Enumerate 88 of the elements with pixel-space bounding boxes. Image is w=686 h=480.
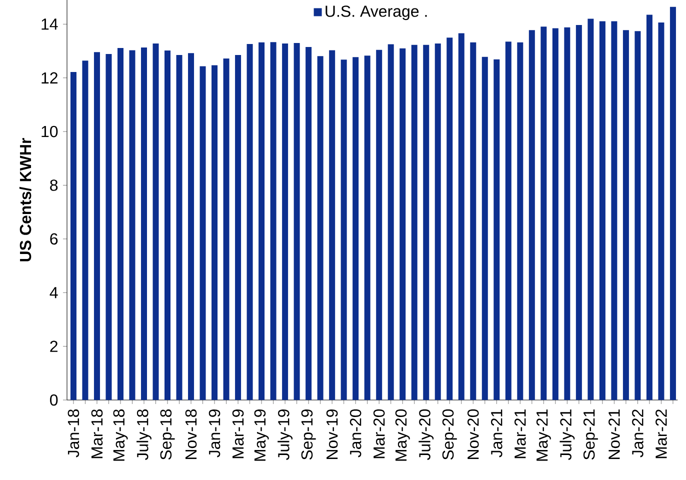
bar: [611, 21, 618, 400]
bar: [235, 55, 242, 400]
x-tick-label: Nov-21: [608, 410, 620, 459]
bar: [446, 38, 453, 400]
x-tick-label: Sep-20: [442, 409, 457, 460]
bar: [517, 42, 524, 400]
bar: [352, 57, 359, 400]
x-tick-label: Nov-20: [467, 409, 479, 459]
bar: [576, 24, 582, 400]
bar: [82, 60, 88, 400]
x-tick-label: Jan-19: [208, 409, 220, 458]
x-tick-label: May-20: [395, 409, 410, 461]
bar: [70, 72, 76, 400]
bar: [106, 54, 112, 400]
bar: [212, 65, 218, 400]
x-tick-label: July-20: [418, 409, 434, 460]
bar: [458, 33, 464, 400]
x-tick-label: Mar-21: [514, 410, 526, 458]
x-tick-label: Mar-19: [232, 409, 244, 458]
x-tick-label: Jan-21: [490, 410, 502, 458]
y-tick-label: 14: [42, 18, 58, 30]
bar: [658, 22, 664, 400]
bar: [423, 44, 430, 400]
x-tick-label: May-21: [536, 410, 551, 461]
y-tick-label: 12: [42, 72, 58, 84]
y-tick-label: 0: [50, 394, 58, 406]
bar: [129, 50, 136, 400]
bar: [670, 6, 676, 400]
bar: [376, 50, 382, 400]
bar: [634, 31, 641, 400]
y-tick-label: 4: [50, 287, 58, 298]
x-tick-label: July-21: [560, 410, 575, 460]
bar: [294, 42, 300, 400]
bar: [140, 48, 147, 400]
x-tick-label: May-18: [113, 409, 128, 461]
x-tick-label: Mar-22: [656, 410, 667, 458]
bar: [388, 44, 394, 400]
y-tick-label: 6: [50, 233, 58, 245]
bar: [270, 42, 276, 400]
bar: [200, 66, 206, 400]
bar: [588, 18, 594, 400]
bar: [117, 48, 124, 400]
x-tick-label: Mar-20: [373, 409, 385, 458]
x-tick-label: May-19: [254, 409, 269, 461]
x-tick-label: Jan-20: [350, 409, 362, 458]
bar: [188, 53, 194, 400]
bar: [282, 43, 288, 400]
bar: [564, 27, 570, 400]
bar: [223, 58, 230, 400]
bar: [317, 56, 324, 400]
legend-label: U.S. Average .: [326, 6, 427, 20]
y-tick-label: 8: [50, 180, 58, 191]
x-tick-label: Sep-18: [160, 409, 175, 460]
bar: [470, 42, 476, 400]
bar: [400, 48, 406, 400]
bar: [528, 30, 535, 400]
bar: [246, 44, 253, 400]
y-tick-label: 2: [50, 340, 58, 352]
bar: [505, 42, 512, 400]
x-tick-label: Jan-22: [632, 410, 644, 458]
bar: [540, 26, 547, 400]
bar: [164, 50, 171, 400]
bar: [622, 30, 629, 400]
x-tick-label: Nov-19: [326, 409, 338, 459]
x-tick-label: Jan-18: [68, 409, 80, 458]
bar: [434, 43, 441, 400]
bar: [176, 55, 182, 400]
bar: [340, 60, 347, 400]
x-tick-label: Sep-21: [583, 410, 598, 460]
x-tick-label: Sep-19: [301, 409, 316, 460]
bar: [482, 56, 488, 400]
bar: [258, 42, 265, 400]
bar: [329, 50, 336, 400]
bar: [306, 46, 312, 400]
bar: [152, 43, 159, 400]
bar: [411, 44, 418, 400]
bar: [94, 52, 100, 400]
x-tick-label: Nov-18: [185, 409, 197, 459]
bar: [599, 21, 606, 400]
x-tick-label: Mar-18: [91, 409, 103, 458]
x-tick-label: July-19: [278, 409, 293, 460]
bar: [364, 56, 370, 400]
y-axis-title: US Cents/ KWHr: [19, 138, 32, 262]
x-tick-label: July-18: [136, 409, 152, 460]
y-tick-label: 10: [42, 126, 58, 138]
bar: [646, 14, 652, 400]
bar: [494, 59, 500, 400]
bar: [552, 28, 558, 400]
